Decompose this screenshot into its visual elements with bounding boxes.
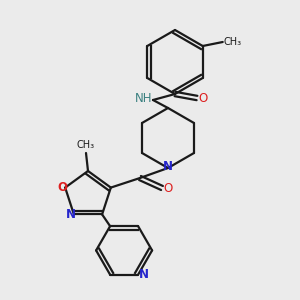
- Text: CH₃: CH₃: [224, 37, 242, 47]
- Text: N: N: [66, 208, 76, 221]
- Text: O: O: [163, 182, 172, 194]
- Text: CH₃: CH₃: [77, 140, 95, 150]
- Text: N: N: [139, 268, 149, 281]
- Text: O: O: [57, 181, 67, 194]
- Text: N: N: [163, 160, 173, 173]
- Text: NH: NH: [135, 92, 153, 106]
- Text: O: O: [198, 92, 207, 104]
